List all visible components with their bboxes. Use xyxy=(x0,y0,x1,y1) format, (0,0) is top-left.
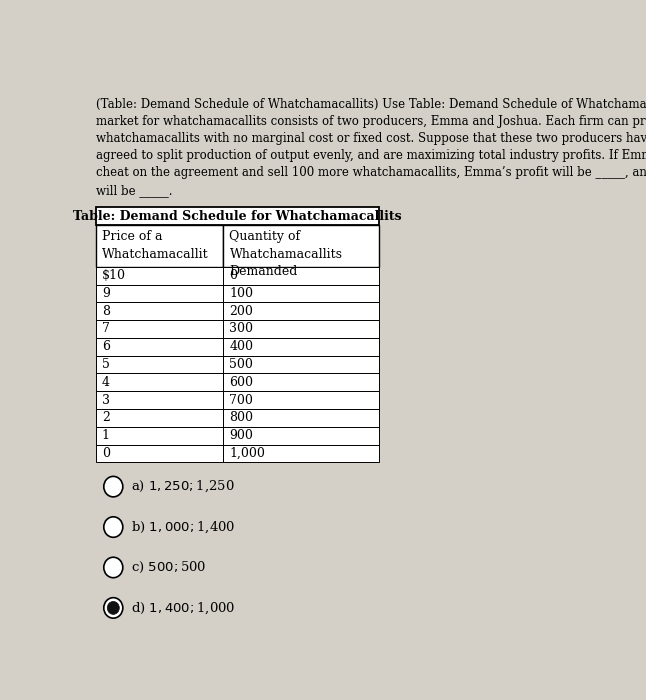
Bar xyxy=(224,427,379,444)
Bar xyxy=(96,427,224,444)
Text: market for whatchamacallits consists of two producers, Emma and Joshua. Each fir: market for whatchamacallits consists of … xyxy=(96,115,646,127)
Bar xyxy=(96,267,224,284)
Text: agreed to split production of output evenly, and are maximizing total industry p: agreed to split production of output eve… xyxy=(96,149,646,162)
Text: 900: 900 xyxy=(229,429,253,442)
Text: 6: 6 xyxy=(102,340,110,354)
Text: 2: 2 xyxy=(102,412,110,424)
Text: (Table: Demand Schedule of Whatchamacallits) Use Table: Demand Schedule of Whatc: (Table: Demand Schedule of Whatchamacall… xyxy=(96,97,646,111)
Bar xyxy=(224,338,379,356)
Bar xyxy=(96,391,224,409)
Bar xyxy=(96,356,224,373)
Text: 200: 200 xyxy=(229,304,253,318)
Text: a) $1,250; $1,250: a) $1,250; $1,250 xyxy=(131,479,235,494)
Bar xyxy=(96,225,224,267)
Bar xyxy=(224,373,379,391)
Text: 9: 9 xyxy=(102,287,110,300)
Bar xyxy=(224,267,379,284)
Text: b) $1,000; $1,400: b) $1,000; $1,400 xyxy=(131,519,236,535)
Text: Price of a
Whatchamacallit: Price of a Whatchamacallit xyxy=(102,230,209,260)
Circle shape xyxy=(104,517,123,538)
Text: 300: 300 xyxy=(229,323,253,335)
Bar xyxy=(96,373,224,391)
Text: 1: 1 xyxy=(102,429,110,442)
Text: Quantity of
Whatchamacallits
Demanded: Quantity of Whatchamacallits Demanded xyxy=(229,230,342,278)
Bar xyxy=(224,320,379,338)
Circle shape xyxy=(104,598,123,618)
Circle shape xyxy=(104,477,123,497)
Text: c) $500; $500: c) $500; $500 xyxy=(131,560,207,575)
Text: 4: 4 xyxy=(102,376,110,389)
Text: whatchamacallits with no marginal cost or fixed cost. Suppose that these two pro: whatchamacallits with no marginal cost o… xyxy=(96,132,646,145)
Bar xyxy=(96,284,224,302)
Text: 5: 5 xyxy=(102,358,110,371)
Bar xyxy=(96,320,224,338)
Bar xyxy=(96,444,224,463)
Text: 1,000: 1,000 xyxy=(229,447,266,460)
Text: 800: 800 xyxy=(229,412,253,424)
Circle shape xyxy=(104,557,123,578)
Bar xyxy=(96,338,224,356)
Text: 7: 7 xyxy=(102,323,110,335)
Text: 3: 3 xyxy=(102,393,110,407)
Bar xyxy=(224,302,379,320)
Text: 0: 0 xyxy=(102,447,110,460)
Bar xyxy=(224,409,379,427)
Bar xyxy=(96,302,224,320)
Bar xyxy=(96,409,224,427)
Text: 600: 600 xyxy=(229,376,253,389)
Bar xyxy=(224,284,379,302)
Text: 400: 400 xyxy=(229,340,253,354)
Text: 0: 0 xyxy=(229,269,238,282)
Text: 8: 8 xyxy=(102,304,110,318)
Circle shape xyxy=(107,601,120,615)
Bar xyxy=(224,391,379,409)
Text: d) $1,400; $1,000: d) $1,400; $1,000 xyxy=(131,600,236,615)
Bar xyxy=(96,207,379,225)
Text: 500: 500 xyxy=(229,358,253,371)
Text: $10: $10 xyxy=(102,269,126,282)
Bar xyxy=(224,225,379,267)
Text: 700: 700 xyxy=(229,393,253,407)
Text: 100: 100 xyxy=(229,287,253,300)
Text: cheat on the agreement and sell 100 more whatchamacallits, Emma’s profit will be: cheat on the agreement and sell 100 more… xyxy=(96,167,646,179)
Text: Table: Demand Schedule for Whatchamacallits: Table: Demand Schedule for Whatchamacall… xyxy=(73,209,402,223)
Bar xyxy=(224,356,379,373)
Bar xyxy=(224,444,379,463)
Text: will be _____.: will be _____. xyxy=(96,183,172,197)
